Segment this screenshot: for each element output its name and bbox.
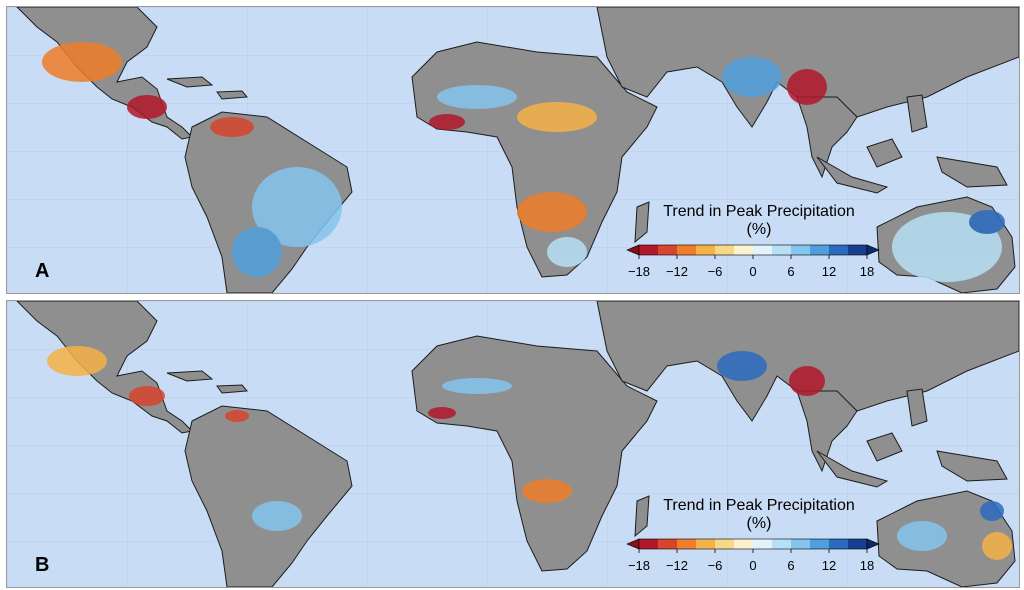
colorbar-tick-label: −12: [666, 558, 688, 573]
colorbar-tick-label: 18: [860, 264, 874, 279]
legend: Trend in Peak Precipitation (%) −18 −12 −6…: [623, 497, 885, 583]
indonesia-islands: [816, 388, 1008, 488]
colorbar-swatch: [772, 245, 792, 255]
map-panel-a: A Trend in Peak Precipitation (%) −18 −12…: [6, 6, 1020, 294]
colorbar-arrow-right: [866, 538, 880, 550]
africa: [411, 335, 658, 572]
colorbar-swatch: [791, 539, 811, 549]
legend-title: Trend in Peak Precipitation (%): [633, 497, 885, 533]
colorbar-swatch: [829, 539, 849, 549]
colorbar-swatch: [734, 539, 754, 549]
legend-title-line2: (%): [746, 515, 772, 532]
colorbar-swatch: [753, 245, 773, 255]
colorbar-swatch: [639, 245, 659, 255]
asia: [596, 301, 1019, 427]
south-america: [184, 405, 353, 587]
colorbar-tick-label: −18: [628, 264, 650, 279]
colorbar-tick-label: 0: [749, 558, 756, 573]
colorbar-swatch: [848, 245, 868, 255]
colorbar-swatch: [677, 539, 697, 549]
colorbar-tick-label: −6: [708, 558, 723, 573]
colorbar-swatch: [715, 245, 735, 255]
indochina: [796, 96, 858, 179]
madagascar: [634, 495, 650, 538]
colorbar-swatch: [810, 539, 830, 549]
colorbar-arrow-left: [626, 244, 640, 256]
colorbar-tick-label: 0: [749, 264, 756, 279]
colorbar-swatch: [734, 245, 754, 255]
colorbar-swatch: [791, 245, 811, 255]
map-b: [7, 301, 1019, 587]
colorbar-swatch: [639, 539, 659, 549]
colorbar-swatch: [658, 539, 678, 549]
colorbar-swatch: [848, 539, 868, 549]
colorbar: −18 −12 −6 0 6 12 18: [626, 538, 880, 573]
colorbar-swatch: [753, 539, 773, 549]
colorbar-tick-label: −6: [708, 264, 723, 279]
panel-label: B: [35, 554, 50, 576]
caribbean-islands: [166, 370, 249, 394]
legend-title-line1: Trend in Peak Precipitation: [663, 497, 855, 514]
colorbar-swatch: [772, 539, 792, 549]
colorbar-tick-label: 12: [822, 264, 836, 279]
caribbean-islands: [166, 76, 249, 100]
indochina: [796, 390, 858, 473]
legend: Trend in Peak Precipitation (%) −18 −12 −6…: [623, 203, 885, 289]
map-a: [7, 7, 1019, 293]
madagascar: [634, 201, 650, 244]
colorbar-tick-label: −18: [628, 558, 650, 573]
legend-title: Trend in Peak Precipitation (%): [633, 203, 885, 239]
colorbar-swatch: [696, 539, 716, 549]
colorbar-arrow-left: [626, 538, 640, 550]
colorbar-tick-label: 6: [787, 558, 794, 573]
panel-label: A: [35, 260, 50, 282]
colorbar-swatch: [658, 245, 678, 255]
map-panel-b: B Trend in Peak Precipitation (%) −18 −12…: [6, 300, 1020, 588]
colorbar: −18 −12 −6 0 6 12 18: [626, 244, 880, 279]
colorbar-swatch: [715, 539, 735, 549]
colorbar-swatch: [829, 245, 849, 255]
colorbar-tick-label: 6: [787, 264, 794, 279]
colorbar-swatch: [696, 245, 716, 255]
indonesia-islands: [816, 94, 1008, 194]
colorbar-swatch: [677, 245, 697, 255]
colorbar-swatch: [810, 245, 830, 255]
colorbar-arrow-right: [866, 244, 880, 256]
colorbar-tick-label: −12: [666, 264, 688, 279]
legend-title-line1: Trend in Peak Precipitation: [663, 203, 855, 220]
colorbar-tick-label: 12: [822, 558, 836, 573]
trend-patches: [42, 42, 1005, 282]
trend-patches: [47, 346, 1012, 560]
colorbar-tick-label: 18: [860, 558, 874, 573]
legend-title-line2: (%): [746, 221, 772, 238]
